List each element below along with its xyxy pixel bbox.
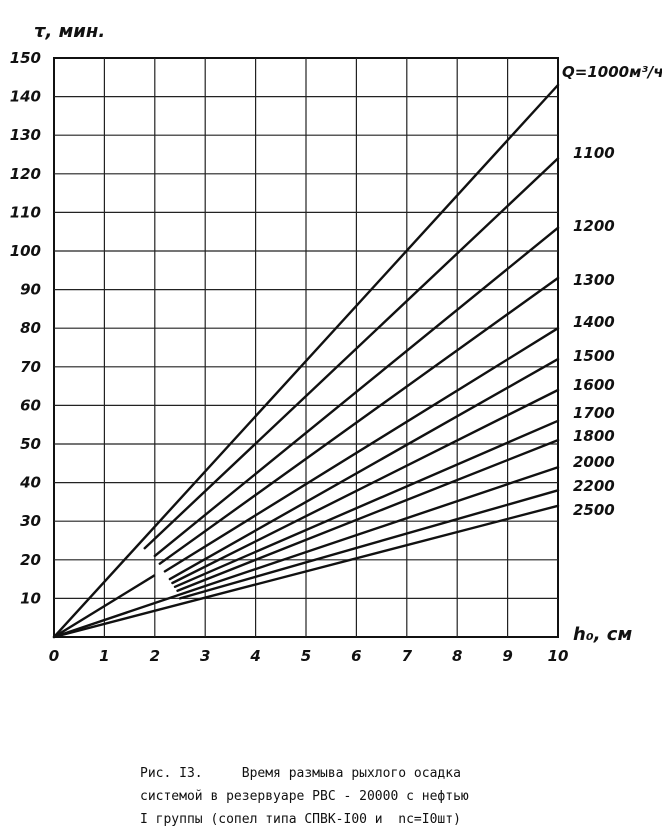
y-tick-label: 70 bbox=[20, 358, 41, 376]
series-line bbox=[52, 504, 560, 639]
series-line bbox=[143, 157, 560, 550]
y-tick-label: 120 bbox=[10, 165, 41, 183]
series-label: 1600 bbox=[573, 376, 615, 394]
y-tick-label: 10 bbox=[20, 589, 41, 607]
y-axis-label: τ, мин. bbox=[34, 21, 105, 42]
series-line-segment bbox=[53, 574, 156, 639]
series-label: 2200 bbox=[573, 477, 615, 495]
y-tick-label: 110 bbox=[10, 203, 41, 221]
x-tick-label: 4 bbox=[249, 647, 260, 665]
x-tick-label: 9 bbox=[502, 647, 512, 665]
caption-line-1: Рис. I3. Время размыва рыхлого осадка bbox=[140, 766, 461, 781]
series-label: 1100 bbox=[573, 144, 615, 162]
series-labels: Q=1000м³/ч 1100 1200 1300 1400 1500 1600 1700 18… bbox=[562, 63, 662, 519]
y-tick-label: 30 bbox=[20, 512, 41, 530]
series-line bbox=[173, 419, 560, 588]
y-tick-label: 60 bbox=[20, 396, 41, 414]
chart: 0 1 2 3 4 5 6 7 8 9 10 10 20 30 40 50 60 70 80 90 100 110 120 1… bbox=[10, 21, 662, 665]
x-tick-label: 8 bbox=[452, 647, 462, 665]
series-line bbox=[158, 276, 560, 565]
caption-line-2: системой в резервуаре РВС - 20000 с нефт… bbox=[140, 789, 469, 804]
series-label: 1700 bbox=[573, 404, 615, 422]
y-tick-label: 140 bbox=[10, 88, 41, 106]
x-tick-label: 1 bbox=[99, 647, 109, 665]
series-line bbox=[171, 388, 560, 585]
y-tick-label: 130 bbox=[10, 126, 41, 144]
series-label: Q=1000м³/ч bbox=[562, 63, 662, 81]
series-label: 1200 bbox=[573, 217, 615, 235]
series-line bbox=[168, 357, 560, 581]
series-line bbox=[163, 327, 560, 573]
x-tick-label: 7 bbox=[402, 647, 413, 665]
series-line bbox=[52, 83, 560, 639]
series-label: 2500 bbox=[573, 501, 615, 519]
caption-line-3: I группы (сопел типа СПВК-I00 и nс=I0шт) bbox=[140, 812, 461, 827]
y-tick-label: 20 bbox=[20, 551, 41, 569]
series-label: 2000 bbox=[573, 453, 615, 471]
y-tick-label: 40 bbox=[19, 474, 41, 492]
series-line bbox=[178, 489, 560, 600]
series-label: 1400 bbox=[573, 313, 615, 331]
x-tick-label: 3 bbox=[200, 647, 210, 665]
x-tick-label: 2 bbox=[150, 647, 160, 665]
y-tick-label: 80 bbox=[20, 319, 41, 337]
x-axis-label: h₀, см bbox=[573, 624, 632, 645]
y-tick-label: 50 bbox=[20, 435, 41, 453]
series-label: 1300 bbox=[573, 271, 615, 289]
series-label: 1500 bbox=[573, 347, 615, 365]
series-line bbox=[52, 466, 560, 639]
y-tick-label: 100 bbox=[10, 242, 41, 260]
tick-labels: 0 1 2 3 4 5 6 7 8 9 10 10 20 30 40 50 60 70 80 90 100 110 120 1… bbox=[10, 49, 569, 665]
series-line bbox=[176, 438, 560, 592]
y-tick-label: 90 bbox=[20, 281, 41, 299]
grid bbox=[53, 57, 559, 638]
x-tick-label: 0 bbox=[49, 647, 59, 665]
series-line bbox=[153, 226, 560, 558]
x-tick-label: 10 bbox=[548, 647, 569, 665]
x-tick-label: 6 bbox=[351, 647, 361, 665]
x-tick-label: 5 bbox=[301, 647, 311, 665]
figure-caption: Рис. I3. Время размыва рыхлого осадка си… bbox=[140, 762, 600, 831]
series-lines bbox=[52, 83, 560, 639]
y-tick-label: 150 bbox=[10, 49, 41, 67]
series-label: 1800 bbox=[573, 427, 615, 445]
